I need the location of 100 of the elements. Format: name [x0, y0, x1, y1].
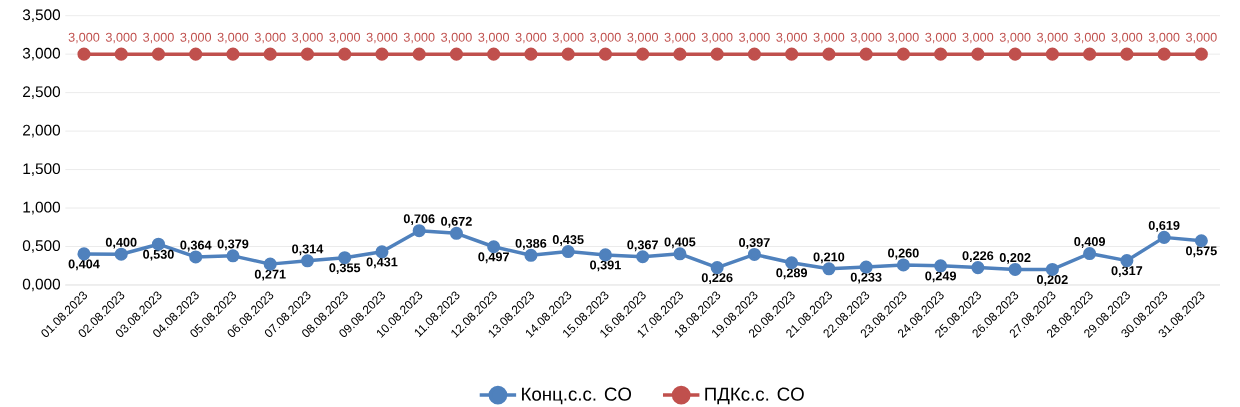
point — [77, 47, 91, 61]
data-label: 3,000 — [1111, 32, 1143, 44]
data-label: 0,379 — [217, 239, 249, 251]
data-label: 0,391 — [590, 260, 621, 272]
data-label: 3,000 — [515, 32, 547, 44]
data-label: 3,000 — [1148, 32, 1180, 44]
data-label: 0,575 — [1186, 246, 1217, 258]
point — [1194, 47, 1208, 61]
y-tick-label: 3,500 — [22, 9, 61, 23]
point — [524, 47, 538, 61]
point — [636, 47, 650, 61]
point — [189, 47, 203, 61]
data-label: 0,271 — [254, 269, 286, 281]
point — [338, 47, 352, 61]
point — [747, 47, 761, 61]
data-label: 3,000 — [850, 32, 882, 44]
point — [1008, 47, 1022, 61]
data-label: 0,314 — [292, 244, 324, 256]
y-tick-label: 1,000 — [23, 201, 61, 215]
data-label: 0,367 — [627, 240, 658, 252]
data-label: 0,431 — [366, 257, 398, 269]
data-label: 3,000 — [478, 32, 510, 44]
point — [449, 47, 463, 61]
point — [1083, 47, 1097, 61]
data-label: 0,405 — [664, 237, 696, 249]
data-label: 0,202 — [999, 253, 1031, 264]
point — [934, 47, 948, 61]
data-label: 0,530 — [143, 249, 174, 261]
point — [263, 47, 277, 61]
data-label: 0,355 — [329, 263, 361, 275]
point — [710, 47, 724, 61]
data-label: 0,226 — [701, 273, 733, 285]
data-label: 3,000 — [105, 32, 137, 44]
data-label: 0,619 — [1148, 220, 1180, 232]
data-label: 0,226 — [962, 251, 994, 262]
data-label: 0,397 — [739, 238, 770, 249]
legend-label: Конц.с.с. CO — [522, 387, 632, 405]
point — [822, 47, 836, 61]
point — [598, 47, 612, 61]
data-label: 3,000 — [776, 32, 807, 44]
data-label: 3,000 — [441, 32, 472, 44]
data-label: 0,210 — [813, 252, 845, 264]
y-tick-label: 3,000 — [22, 47, 61, 61]
point — [375, 47, 389, 61]
data-label: 0,706 — [403, 214, 435, 226]
point — [859, 47, 873, 61]
data-label: 3,000 — [68, 32, 100, 44]
data-label: 3,000 — [590, 32, 621, 44]
data-label: 3,000 — [292, 32, 323, 44]
data-label: 3,000 — [143, 32, 174, 44]
data-label: 3,000 — [217, 32, 249, 44]
point — [971, 47, 985, 61]
data-label: 0,202 — [1037, 275, 1068, 286]
data-label: 0,386 — [515, 238, 547, 250]
point — [412, 224, 426, 238]
data-label: 0,260 — [888, 248, 919, 260]
y-tick-label: 2,000 — [23, 124, 61, 138]
data-label: 0,233 — [850, 272, 882, 284]
point — [785, 47, 799, 61]
data-label: 3,000 — [888, 32, 919, 44]
data-label: 0,672 — [441, 216, 472, 228]
data-label: 3,000 — [403, 32, 435, 44]
data-label: 3,000 — [627, 32, 659, 44]
data-label: 3,000 — [254, 32, 286, 44]
data-label: 0,497 — [478, 252, 509, 264]
data-label: 0,435 — [552, 235, 584, 246]
data-label: 3,000 — [925, 32, 956, 44]
data-label: 3,000 — [739, 32, 770, 44]
data-label: 3,000 — [552, 32, 584, 44]
y-tick-label: 1,500 — [23, 163, 61, 176]
data-label: 3,000 — [664, 32, 696, 44]
data-label: 3,000 — [962, 32, 994, 44]
point — [1045, 262, 1059, 276]
point — [561, 47, 575, 61]
y-tick-label: 0,000 — [22, 278, 61, 292]
point — [673, 47, 687, 61]
point — [1157, 47, 1171, 61]
point — [226, 47, 240, 61]
data-label: 3,000 — [999, 32, 1031, 44]
data-label: 0,404 — [68, 259, 100, 271]
point — [1120, 47, 1134, 61]
data-label: 0,249 — [925, 271, 957, 283]
point — [487, 47, 501, 61]
data-label: 3,000 — [329, 32, 361, 44]
data-label: 3,000 — [1186, 32, 1217, 44]
y-tick-label: 0,500 — [22, 240, 61, 253]
point — [971, 261, 985, 275]
data-label: 3,000 — [1074, 32, 1105, 44]
data-label: 3,000 — [180, 32, 212, 44]
legend-label: ПДКс.с. CO — [705, 387, 804, 405]
data-label: 3,000 — [1037, 32, 1068, 44]
point — [412, 47, 426, 61]
data-label: 0,289 — [776, 268, 808, 280]
point — [151, 47, 166, 61]
data-label: 3,000 — [813, 32, 845, 44]
data-label: 0,317 — [1111, 266, 1143, 278]
point — [896, 47, 910, 61]
point — [114, 47, 128, 61]
data-label: 3,000 — [701, 32, 733, 44]
data-label: 0,400 — [105, 237, 137, 249]
